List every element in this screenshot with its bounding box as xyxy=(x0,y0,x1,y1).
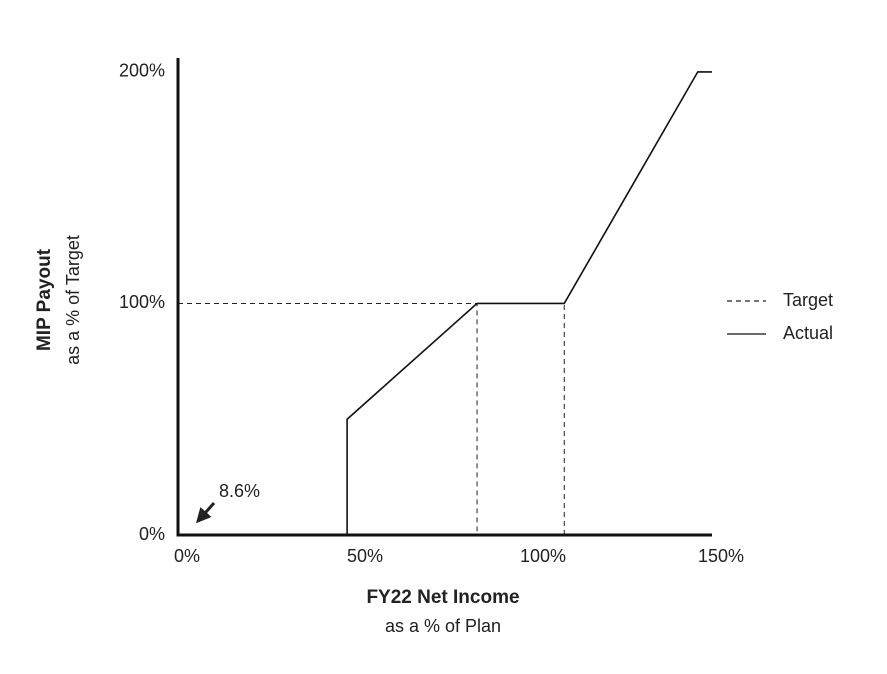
x-axis-title: FY22 Net Income xyxy=(366,587,519,608)
x-tick-label: 100% xyxy=(520,546,566,566)
x-tick-label: 150% xyxy=(698,546,744,566)
y-tick-label: 200% xyxy=(119,61,165,81)
y-tick-label: 0% xyxy=(139,524,165,544)
legend-label: Actual xyxy=(783,323,833,343)
x-axis-subtitle: as a % of Plan xyxy=(385,616,501,636)
series-line xyxy=(178,71,712,536)
annotation: 8.6% xyxy=(219,481,260,501)
legend-label: Target xyxy=(783,290,833,310)
y-axis-subtitle: as a % of Target xyxy=(63,235,83,365)
y-tick-label: 100% xyxy=(119,292,165,312)
x-tick-label: 50% xyxy=(347,546,383,566)
x-tick-label: 0% xyxy=(174,546,200,566)
annotation-arrow xyxy=(196,502,216,524)
y-axis-title: MIP Payout xyxy=(34,248,55,351)
